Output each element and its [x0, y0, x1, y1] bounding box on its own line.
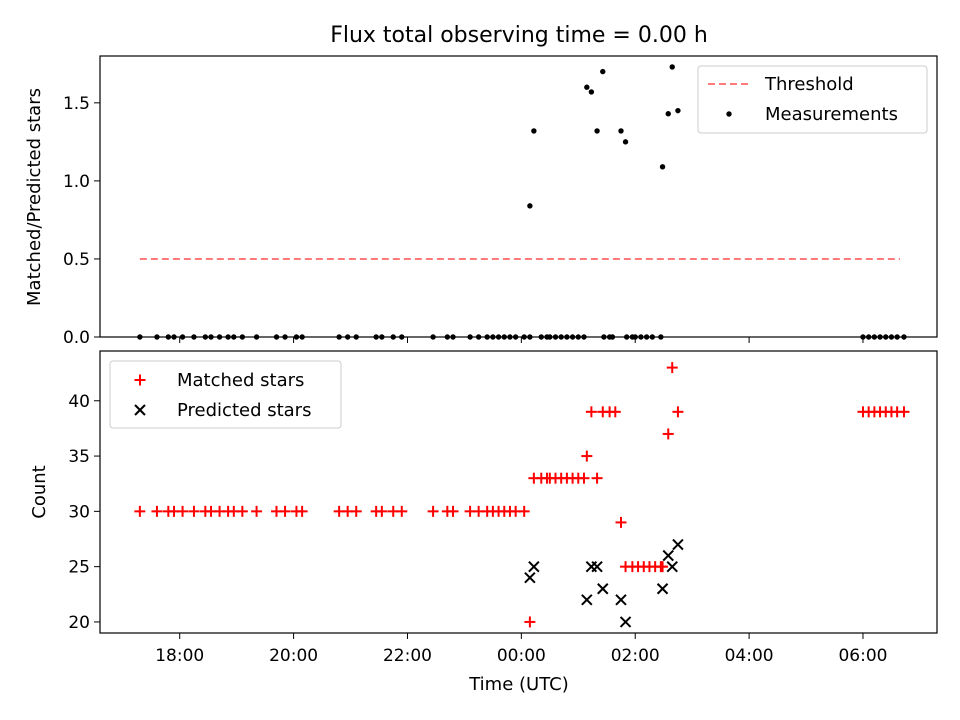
bottom-x-tick-label: 02:00 — [611, 646, 660, 666]
bottom-x-tick-label: 00:00 — [497, 646, 546, 666]
bottom-x-tick-label: 04:00 — [725, 646, 774, 666]
predicted-star-point — [524, 571, 536, 584]
predicted-star-point-b — [615, 594, 627, 606]
matched-star-point — [666, 362, 678, 374]
predicted-star-point — [666, 560, 678, 573]
bottom-plot-frame — [99, 350, 938, 634]
matched-star-point — [296, 505, 308, 517]
matched-star-point — [177, 505, 189, 517]
matched-star-point — [898, 406, 910, 418]
predicted-star-point-b — [666, 560, 678, 573]
matched-star-point — [279, 505, 291, 517]
bottom-plot-area: 20 25 30 35 40 18:00 20:00 22:00 00:00 02:00 04:00… — [68, 362, 910, 666]
measurement-point — [531, 128, 537, 134]
matched-star-point — [188, 505, 200, 517]
bottom-y-axis-label: Count — [29, 465, 50, 518]
bottom-x-tick-label: 20:00 — [269, 646, 318, 666]
matched-star-point — [151, 505, 163, 517]
matched-star-point — [427, 505, 439, 517]
legend-predicted-swatch — [134, 404, 146, 416]
legend-matched-label: Matched stars — [177, 370, 304, 391]
legend-measurements-label: Measurements — [765, 104, 898, 125]
top-legend: Threshold Measurements — [697, 65, 928, 134]
predicted-star-point — [656, 583, 669, 595]
matched-star-point — [615, 516, 627, 528]
bottom-legend: Matched stars Predicted stars — [109, 360, 342, 429]
measurement-point — [669, 64, 675, 70]
matched-star-point — [376, 505, 388, 517]
bottom-x-tick-label: 06:00 — [838, 646, 887, 666]
matched-star-point — [657, 561, 669, 573]
predicted-star-point — [591, 560, 603, 573]
predicted-star-point-b — [581, 594, 593, 606]
legend-predicted-marker-b — [134, 404, 146, 416]
matched-star-point — [524, 616, 536, 628]
measurement-point — [584, 84, 590, 90]
bottom-y-tick-label: 30 — [68, 502, 90, 522]
bottom-y-tick-label: 35 — [68, 447, 90, 467]
predicted-star-point — [619, 616, 632, 628]
legend-matched-marker — [134, 374, 146, 386]
top-y-tick-label: 0.5 — [63, 250, 90, 270]
bottom-x-tick-label: 18:00 — [155, 646, 204, 666]
top-y-tick-label: 1.5 — [63, 94, 90, 114]
matched-star-point — [581, 450, 593, 462]
predicted-star-point-b — [591, 560, 603, 573]
legend-predicted-label: Predicted stars — [177, 400, 311, 421]
legend-threshold-label: Threshold — [764, 74, 854, 95]
predicted-star-point-b — [619, 616, 632, 628]
predicted-star-point-b — [524, 571, 536, 584]
bottom-x-tick-label: 22:00 — [383, 646, 432, 666]
measurement-point — [665, 111, 671, 117]
measurement-point — [675, 107, 681, 114]
matched-star-point — [609, 406, 621, 418]
predicted-star-point — [597, 583, 609, 595]
predicted-star-point — [528, 560, 540, 573]
top-y-tick-label: 1.0 — [63, 172, 90, 192]
predicted-star-point — [615, 594, 627, 606]
predicted-star-point — [672, 538, 684, 551]
measurement-point — [618, 128, 624, 134]
top-plot-frame — [99, 55, 938, 338]
measurement-point — [588, 89, 595, 95]
top-chart-title: Flux total observing time = 0.00 h — [330, 23, 708, 48]
top-y-tick-label: 0.0 — [63, 328, 90, 348]
measurement-point — [659, 164, 666, 170]
matched-star-point — [578, 472, 590, 484]
legend-measurements-swatch — [726, 111, 732, 117]
measurement-point — [600, 68, 606, 75]
legend-predicted-marker — [134, 404, 146, 416]
bottom-y-tick-label: 25 — [68, 558, 90, 578]
matched-star-point — [134, 505, 146, 517]
matched-star-point — [396, 505, 408, 517]
measurement-point — [622, 139, 629, 145]
predicted-star-point-b — [528, 560, 540, 573]
predicted-star-point — [662, 549, 674, 562]
matched-star-point — [591, 472, 603, 484]
predicted-star-point-b — [672, 538, 684, 551]
top-y-axis-label: Matched/Predicted stars — [24, 88, 45, 306]
top-legend-box — [697, 65, 928, 134]
measurement-point — [594, 128, 600, 134]
matched-star-point — [518, 505, 530, 517]
x-axis-label: Time (UTC) — [468, 674, 569, 695]
matched-star-point — [662, 428, 674, 440]
legend-matched-swatch — [134, 374, 146, 386]
predicted-star-point-b — [656, 583, 669, 595]
bottom-y-tick-label: 40 — [68, 392, 90, 412]
matched-star-point — [672, 406, 684, 418]
predicted-star-point-b — [597, 583, 609, 595]
bottom-y-tick-label: 20 — [68, 613, 90, 633]
predicted-star-point — [581, 594, 593, 606]
matched-star-point — [236, 505, 248, 517]
matched-star-point — [350, 505, 362, 517]
matched-star-point — [585, 406, 597, 418]
matched-star-point — [447, 505, 459, 517]
measurement-point — [527, 203, 533, 209]
matched-star-point — [251, 505, 263, 517]
bottom-legend-box — [109, 360, 342, 429]
predicted-star-point-b — [662, 549, 674, 562]
top-plot-area: 0.0 0.5 1.0 1.5 — [63, 64, 907, 348]
